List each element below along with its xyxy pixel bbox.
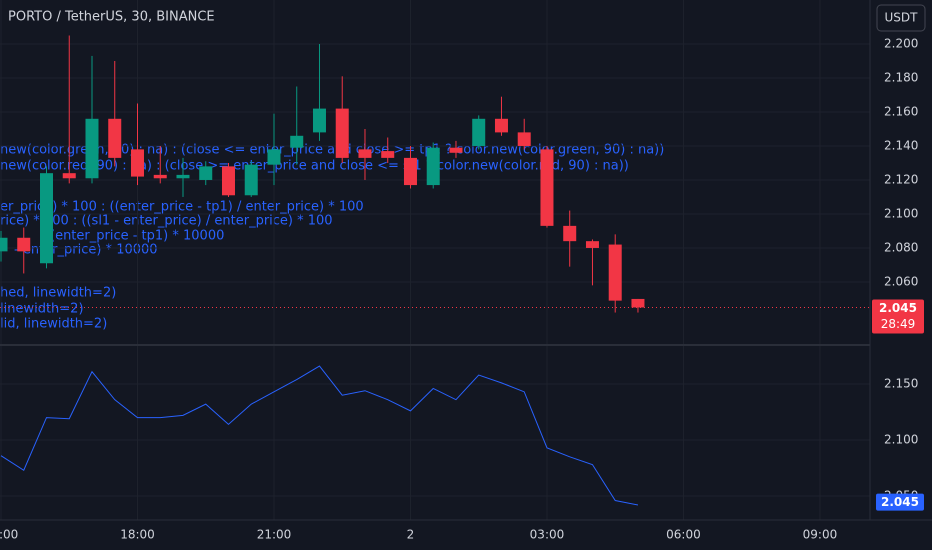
candle-body xyxy=(290,135,304,148)
candle-body xyxy=(221,166,235,196)
chart-title: PORTO / TetherUS, 30, BINANCE xyxy=(8,10,215,25)
y-tick-label: 2.100 xyxy=(884,433,918,447)
candle-body xyxy=(199,166,213,180)
x-tick-label: 15:00 xyxy=(0,528,18,542)
candle-body xyxy=(312,108,326,133)
last-value-label: 2.045 xyxy=(881,495,919,509)
x-tick-label: 21:00 xyxy=(257,528,292,542)
indicator-text: new(color.green, 90) : na) : (close <= e… xyxy=(0,143,664,158)
indicator-text: linewidth=2) xyxy=(0,302,84,317)
candle-body xyxy=(426,147,440,186)
indicator-text: er_price) * 100 : ((enter_price - tp1) /… xyxy=(0,200,364,215)
x-tick-label: 2 xyxy=(407,528,415,542)
candle-body xyxy=(631,298,645,308)
y-tick-label: 2.200 xyxy=(884,37,918,51)
candle-body xyxy=(62,173,76,179)
y-tick-label: 2.180 xyxy=(884,71,918,85)
last-value-box xyxy=(876,493,924,511)
currency-button[interactable] xyxy=(876,4,926,32)
candle-body xyxy=(585,241,599,248)
candle-body xyxy=(267,149,281,165)
y-tick-label: 2.060 xyxy=(884,274,918,288)
last-price-box xyxy=(872,299,924,334)
candle-body xyxy=(130,149,144,177)
candle-body xyxy=(472,118,486,146)
countdown-label: 28:49 xyxy=(881,317,916,331)
indicator-text: new(color.red, 90) : na) : (close >= ent… xyxy=(0,159,629,174)
candle-body xyxy=(108,118,122,158)
x-tick-label: 06:00 xyxy=(666,528,701,542)
plot: new(color.green, 90) : na) : (close <= e… xyxy=(0,0,870,520)
candle-body xyxy=(403,157,417,186)
indicator-text: rice) * 100 : ((sl1 - enter_price) / ent… xyxy=(0,214,333,229)
indicator-text: - enter_price) * 10000 xyxy=(14,243,158,258)
y-tick-label: 2.100 xyxy=(884,206,918,220)
candle-body xyxy=(85,118,99,179)
candle-body xyxy=(563,225,577,242)
candle-body xyxy=(153,174,167,179)
candle-body xyxy=(608,244,622,301)
candle-body xyxy=(17,237,31,252)
y-tick-label: 2.160 xyxy=(884,104,918,118)
candle-body xyxy=(358,149,372,158)
candle-body xyxy=(540,149,554,226)
x-tick-label: 03:00 xyxy=(530,528,565,542)
candle-body xyxy=(381,151,395,158)
candle-body xyxy=(494,118,508,133)
candle-body xyxy=(0,237,8,252)
candle-body xyxy=(176,174,190,179)
x-tick-label: 09:00 xyxy=(803,528,838,542)
candle-body xyxy=(335,108,349,158)
candle-body xyxy=(517,132,531,146)
candle-body xyxy=(244,164,258,196)
y-tick-label: 2.140 xyxy=(884,138,918,152)
candle-body xyxy=(449,147,463,153)
candle-body xyxy=(39,173,53,264)
y-tick-label: 2.120 xyxy=(884,172,918,186)
indicator-text: hed, linewidth=2) xyxy=(0,286,116,301)
last-price-label: 2.045 xyxy=(879,301,917,315)
y-tick-label: 2.080 xyxy=(884,240,918,254)
x-tick-label: 18:00 xyxy=(120,528,155,542)
y-tick-label: 2.150 xyxy=(884,376,918,390)
currency-label[interactable]: USDT xyxy=(885,11,919,25)
price-line xyxy=(0,365,639,506)
indicator-text: lid, linewidth=2) xyxy=(0,317,107,332)
